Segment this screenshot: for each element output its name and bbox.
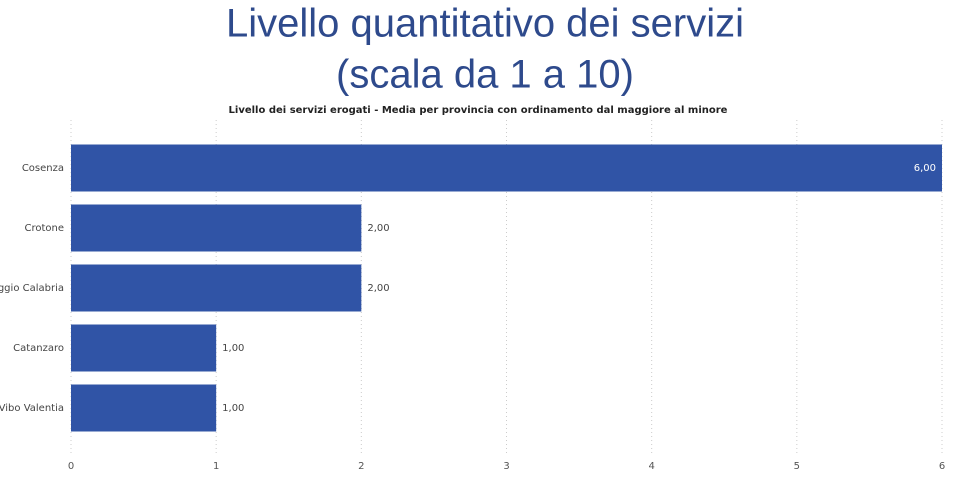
- value-label: 1,00: [222, 403, 244, 414]
- value-label: 2,00: [367, 223, 389, 234]
- bar: [71, 264, 362, 312]
- chart-subtitle: Livello dei servizi erogati - Media per …: [229, 105, 728, 116]
- bar: [71, 204, 362, 252]
- bar: [71, 384, 217, 432]
- value-label: 2,00: [367, 283, 389, 294]
- y-tick-label: Reggio Calabria: [0, 283, 64, 294]
- x-tick-label: 0: [68, 461, 74, 472]
- x-tick-label: 5: [794, 461, 800, 472]
- x-tick-label: 1: [213, 461, 219, 472]
- y-tick-label: Catanzaro: [13, 343, 64, 354]
- chart-title: (scala da 1 a 10): [336, 53, 634, 97]
- y-tick-label: Vibo Valentia: [0, 403, 64, 414]
- y-tick-label: Crotone: [24, 223, 64, 234]
- x-tick-label: 6: [939, 461, 945, 472]
- bar: [71, 324, 217, 372]
- x-tick-label: 3: [503, 461, 509, 472]
- x-tick-label: 4: [648, 461, 654, 472]
- chart-title: Livello quantitativo dei servizi: [226, 2, 744, 46]
- x-tick-label: 2: [358, 461, 364, 472]
- value-label: 6,00: [914, 163, 936, 174]
- y-tick-label: Cosenza: [22, 163, 64, 174]
- value-label: 1,00: [222, 343, 244, 354]
- bar: [71, 144, 942, 192]
